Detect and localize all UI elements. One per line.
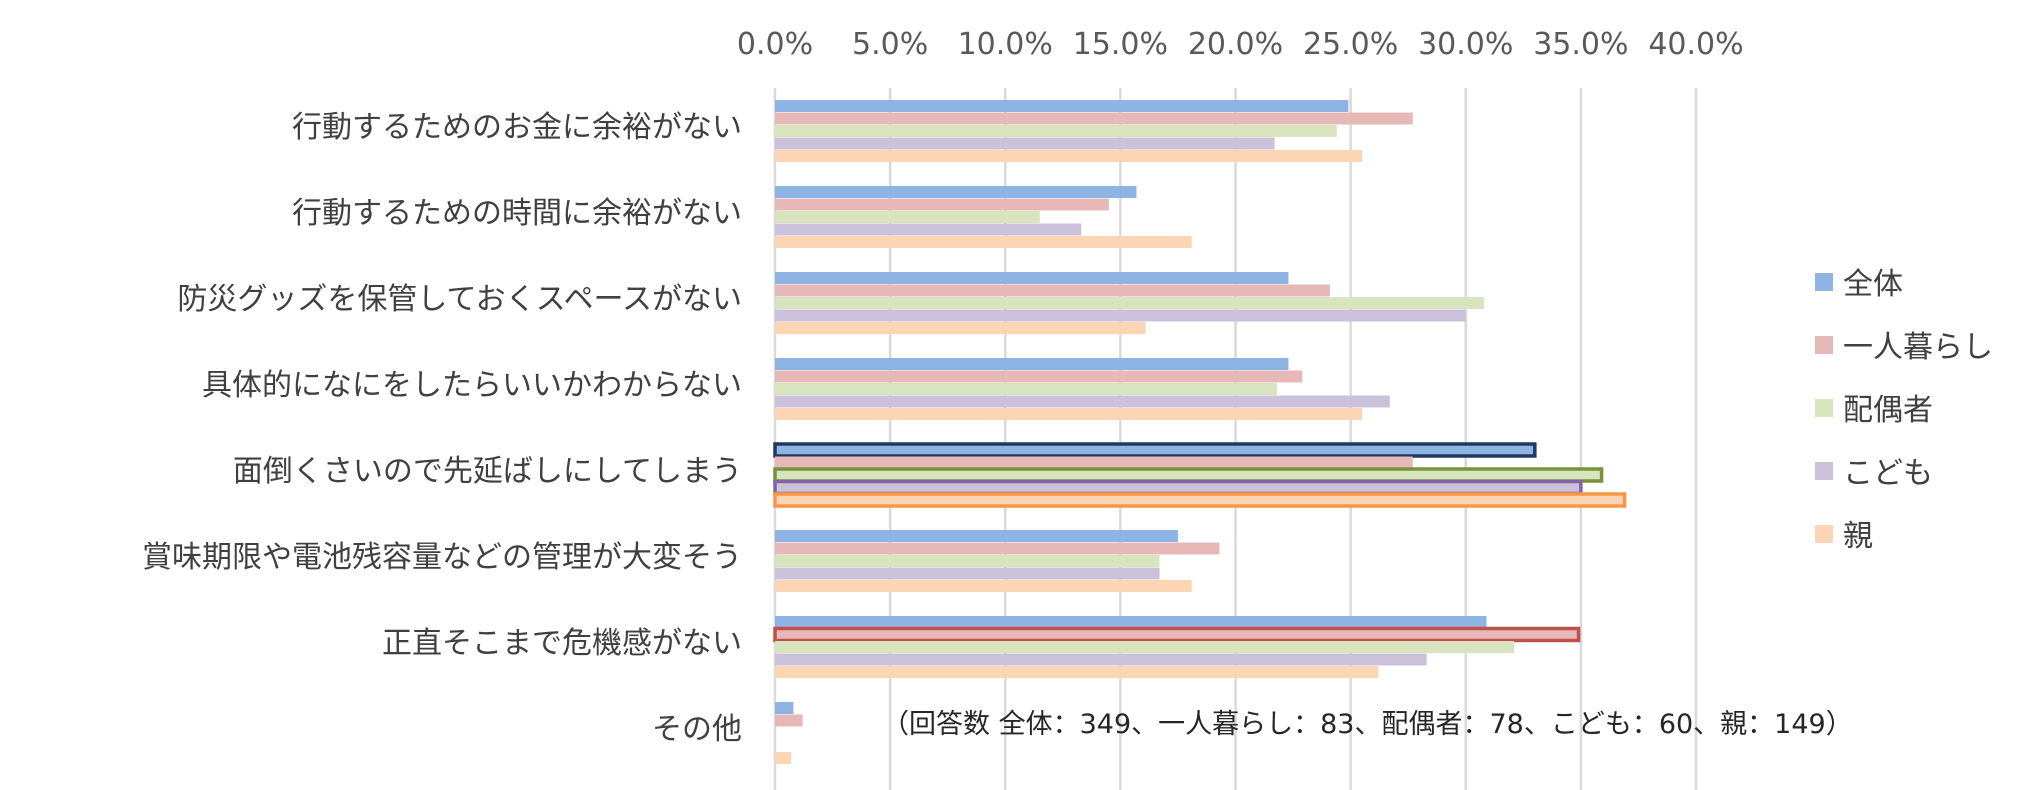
bar-こども (775, 395, 1390, 408)
x-tick-label: 40.0% (1648, 27, 1743, 62)
x-tick-label: 0.0% (737, 27, 813, 62)
bar-こども (775, 223, 1082, 236)
x-tick-label: 30.0% (1418, 27, 1513, 62)
category-label: 行動するための時間に余裕がない (292, 196, 742, 231)
bar-全体 (775, 100, 1349, 112)
legend-label: 全体 (1843, 267, 1903, 302)
category-label: 具体的になにをしたらいいかわからない (202, 368, 742, 403)
category-label: その他 (652, 712, 742, 747)
bar-親 (775, 408, 1363, 420)
bar-こども (773, 479, 1583, 496)
bar-こども (775, 137, 1275, 150)
bar-一人暮らし (775, 284, 1330, 297)
bar-親 (775, 666, 1379, 678)
bar-配偶者 (775, 211, 1040, 223)
bar-こども (775, 653, 1427, 666)
legend-label: こども (1843, 456, 1933, 491)
legend-swatch (1815, 273, 1833, 291)
bar-一人暮らし (775, 542, 1220, 555)
x-tick-label: 25.0% (1303, 27, 1398, 62)
category-labels: 行動するためのお金に余裕がない行動するための時間に余裕がない防災グッズを保管して… (142, 110, 742, 747)
bar-一人暮らし (775, 112, 1413, 125)
response-count-note: （回答数 全体：349、一人暮らし：83、配偶者：78、こども：60、親：149… (882, 709, 1853, 740)
bar-一人暮らし (775, 714, 803, 727)
category-label: 賞味期限や電池残容量などの管理が大変そう (142, 540, 742, 575)
bar-配偶者 (775, 297, 1485, 309)
bar-配偶者 (775, 125, 1337, 137)
bar-全体 (775, 702, 794, 714)
bar-全体 (775, 186, 1137, 198)
legend-label: 配偶者 (1843, 393, 1933, 428)
bar-一人暮らし (775, 456, 1413, 469)
bar-親 (775, 752, 792, 764)
bar-一人暮らし (773, 626, 1581, 643)
bar-全体 (775, 530, 1178, 542)
bar-こども (775, 567, 1160, 580)
x-tick-label: 35.0% (1533, 27, 1628, 62)
x-tick-label: 15.0% (1073, 27, 1168, 62)
bar-全体 (775, 358, 1289, 370)
bar-一人暮らし (775, 370, 1303, 383)
bar-一人暮らし (775, 198, 1109, 211)
category-label: 正直そこまで危機感がない (382, 626, 742, 661)
bar-こども (775, 309, 1466, 322)
bar-配偶者 (775, 383, 1277, 395)
bar-親 (773, 492, 1627, 508)
legend-swatch (1815, 525, 1833, 543)
category-label: 防災グッズを保管しておくスペースがない (177, 282, 742, 317)
bar-全体 (775, 272, 1289, 284)
bars (773, 100, 1627, 764)
category-label: 行動するためのお金に余裕がない (292, 110, 742, 145)
bar-配偶者 (773, 467, 1604, 483)
bar-配偶者 (775, 555, 1160, 567)
x-tick-label: 20.0% (1188, 27, 1283, 62)
legend-swatch (1815, 399, 1833, 417)
legend-label: 一人暮らし (1843, 330, 1993, 365)
bar-全体 (773, 442, 1537, 458)
bar-親 (775, 322, 1146, 334)
bar-全体 (775, 616, 1487, 628)
legend-swatch (1815, 462, 1833, 480)
x-tick-label: 10.0% (958, 27, 1053, 62)
bar-親 (775, 150, 1363, 162)
category-label: 面倒くさいので先延ばしにしてしまう (233, 454, 742, 489)
bar-配偶者 (775, 641, 1515, 653)
x-tick-label: 5.0% (852, 27, 928, 62)
bar-親 (775, 236, 1192, 248)
bar-親 (775, 580, 1192, 592)
x-axis-tick-labels: 0.0% 5.0% 10.0% 15.0% 20.0% 25.0% 30.0% 35.0% 40… (737, 27, 1744, 62)
legend-swatch (1815, 336, 1833, 354)
legend-label: 親 (1843, 519, 1873, 554)
